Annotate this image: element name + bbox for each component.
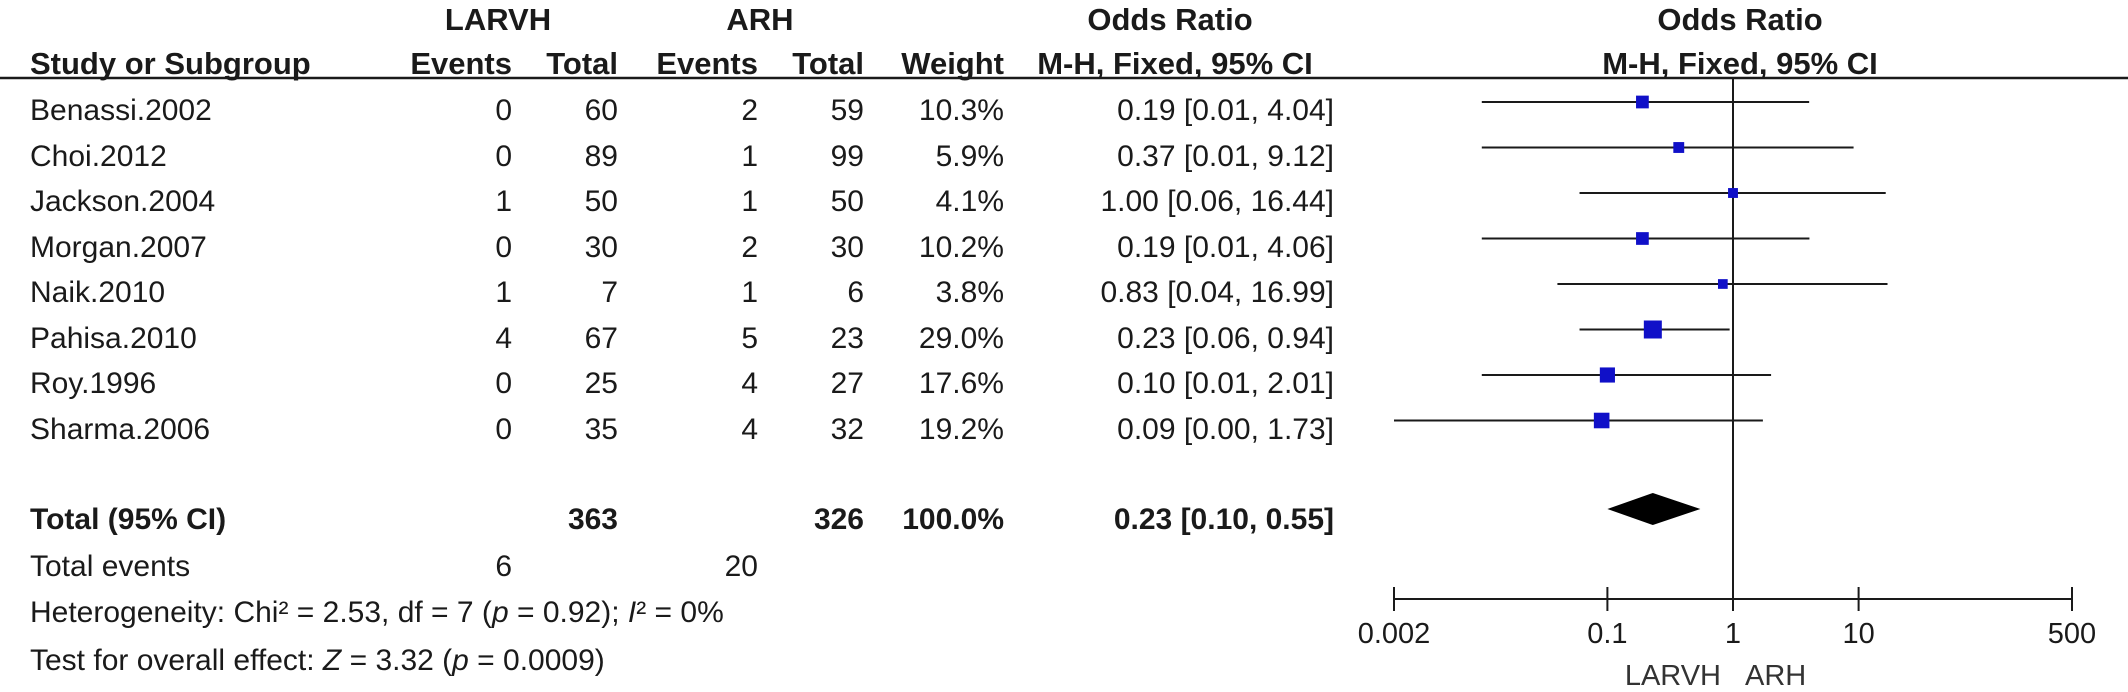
x-tick-label: 0.002: [1358, 618, 1431, 650]
study-ci-text: 0.19 [0.01, 4.04]: [1117, 94, 1334, 127]
total-events-label: Total events: [30, 550, 191, 583]
odds-ratio-plot-header: Odds Ratio: [1657, 2, 1823, 37]
x-tick-label: 500: [2048, 618, 2096, 650]
total-t2: 326: [813, 503, 864, 536]
study-total2: 23: [830, 321, 864, 355]
col-header-study: Study or Subgroup: [30, 46, 311, 81]
study-total1: 25: [584, 367, 618, 400]
col-header-events2: Events: [656, 46, 758, 81]
study-events1: 0: [495, 139, 512, 173]
study-ci-text: 0.09 [0.00, 1.73]: [1117, 412, 1334, 446]
total-weight: 100.0%: [902, 503, 1004, 536]
summary-diamond: [1607, 493, 1701, 525]
study-name: Benassi.2002: [30, 94, 212, 127]
favours-right-label: ARH: [1745, 660, 1806, 692]
study-name: Pahisa.2010: [30, 321, 197, 355]
study-events2: 2: [741, 230, 758, 264]
study-weight: 5.9%: [935, 139, 1004, 173]
study-ci-text: 0.10 [0.01, 2.01]: [1117, 367, 1334, 400]
study-name: Jackson.2004: [30, 185, 216, 218]
col-header-events1: Events: [410, 46, 512, 81]
study-marker: [1593, 412, 1610, 429]
study-name: Naik.2010: [30, 276, 166, 309]
study-ci-text: 0.23 [0.06, 0.94]: [1117, 321, 1334, 355]
study-events2: 4: [741, 412, 758, 446]
study-weight: 17.6%: [918, 367, 1004, 400]
study-events2: 1: [741, 139, 758, 173]
x-tick-label: 1: [1725, 618, 1741, 650]
study-total1: 67: [584, 321, 618, 355]
study-events1: 0: [495, 367, 512, 400]
overall-effect-text: Test for overall effect: Z = 3.32 (p = 0…: [30, 644, 605, 677]
study-ci-text: 0.37 [0.01, 9.12]: [1117, 139, 1334, 173]
study-events1: 4: [495, 321, 512, 355]
study-events1: 0: [495, 412, 512, 446]
study-events1: 0: [495, 94, 512, 127]
total-events-e1: 6: [495, 550, 512, 583]
study-ci-text: 1.00 [0.06, 16.44]: [1100, 185, 1334, 218]
odds-ratio-text-header: Odds Ratio: [1087, 2, 1253, 37]
study-weight: 3.8%: [935, 276, 1004, 309]
study-weight: 10.3%: [918, 94, 1004, 127]
study-total1: 35: [584, 412, 618, 446]
total-events-e2: 20: [724, 550, 758, 583]
study-weight: 29.0%: [918, 321, 1004, 355]
study-weight: 4.1%: [935, 185, 1004, 218]
study-weight: 19.2%: [918, 412, 1004, 446]
study-events1: 1: [495, 185, 512, 218]
study-total1: 89: [584, 139, 618, 173]
study-name: Sharma.2006: [30, 412, 211, 446]
group1-header: LARVH: [444, 2, 552, 37]
heterogeneity-text: Heterogeneity: Chi² = 2.53, df = 7 (p = …: [30, 596, 724, 629]
col-header-total1: Total: [546, 46, 618, 81]
group2-header: ARH: [726, 2, 794, 37]
col-header-total2: Total: [792, 46, 864, 81]
total-t1: 363: [567, 503, 618, 536]
study-events2: 4: [741, 367, 758, 400]
study-marker: [1673, 142, 1685, 153]
col-header-method-text: M-H, Fixed, 95% CI: [1037, 46, 1313, 81]
study-total1: 30: [584, 230, 618, 264]
study-events2: 5: [741, 321, 758, 355]
col-header-method-plot: M-H, Fixed, 95% CI: [1602, 46, 1878, 81]
study-name: Morgan.2007: [30, 230, 207, 264]
study-total2: 27: [830, 367, 864, 400]
study-marker: [1643, 320, 1662, 339]
study-ci-text: 0.83 [0.04, 16.99]: [1100, 276, 1334, 309]
col-header-weight: Weight: [901, 46, 1004, 81]
study-ci-text: 0.19 [0.01, 4.06]: [1117, 230, 1334, 264]
total-ci-text: 0.23 [0.10, 0.55]: [1113, 503, 1334, 536]
study-total2: 50: [830, 185, 864, 218]
study-events2: 1: [741, 185, 758, 218]
study-name: Choi.2012: [30, 139, 167, 173]
study-total2: 30: [830, 230, 864, 264]
study-events1: 1: [495, 276, 512, 309]
study-total2: 59: [830, 94, 864, 127]
study-events2: 2: [741, 94, 758, 127]
study-total1: 7: [601, 276, 618, 309]
study-marker: [1728, 188, 1738, 198]
study-events1: 0: [495, 230, 512, 264]
study-weight: 10.2%: [918, 230, 1004, 264]
study-name: Roy.1996: [30, 367, 157, 400]
favours-left-label: LARVH: [1625, 660, 1721, 692]
study-total1: 60: [584, 94, 618, 127]
x-tick-label: 0.1: [1587, 618, 1627, 650]
total-label: Total (95% CI): [30, 503, 227, 536]
x-tick-label: 10: [1842, 618, 1874, 650]
study-events2: 1: [741, 276, 758, 309]
study-marker: [1599, 367, 1615, 383]
study-total2: 32: [830, 412, 864, 446]
study-total1: 50: [584, 185, 618, 218]
study-marker: [1717, 279, 1728, 289]
study-total2: 6: [847, 276, 864, 309]
study-total2: 99: [830, 139, 864, 173]
study-marker: [1636, 95, 1649, 109]
study-marker: [1636, 232, 1649, 245]
